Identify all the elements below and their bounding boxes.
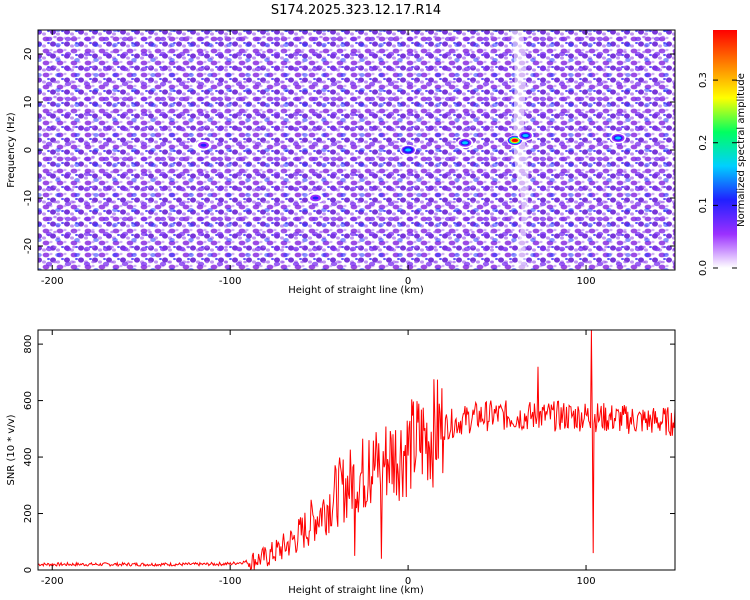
snr-series-line: [38, 330, 675, 570]
heatmap-x-tick-label: -100: [219, 276, 242, 287]
heatmap-x-tick-label: 100: [576, 276, 595, 287]
snr-x-tick-label: -200: [41, 576, 64, 587]
colorbar-label: Normalized spectral amplitude: [736, 73, 747, 227]
snr-y-tick-label: 400: [23, 448, 34, 467]
snr-plot-area: [38, 330, 675, 570]
snr-panel: -200 -100 0 100 0 200 400 600 800 Height of str…: [6, 329, 676, 596]
heatmap-y-tick-label: -10: [23, 190, 34, 206]
heatmap-hotspot: [610, 132, 627, 144]
snr-x-axis-label: Height of straight line (km): [288, 585, 424, 596]
snr-y-ticks: 0 200 400 600 800: [23, 335, 675, 573]
colorbar-ticks: 0.0 0.1 0.2 0.3: [698, 72, 737, 276]
heatmap-x-tick-label: -200: [41, 276, 64, 287]
snr-x-tick-label: 0: [405, 576, 411, 587]
snr-x-tick-label: 100: [576, 576, 595, 587]
heatmap-hotspot: [517, 130, 534, 141]
heatmap-x-tick-label: 0: [405, 276, 411, 287]
snr-y-tick-label: 0: [23, 567, 34, 573]
colorbar-tick-label: 0.0: [698, 260, 709, 276]
heatmap-hotspots: [195, 130, 627, 204]
heatmap-y-ticks: -20 -10 0 10 20: [23, 48, 675, 254]
heatmap-hotspot: [400, 144, 417, 156]
heatmap-hotspot: [195, 139, 212, 151]
snr-y-tick-label: 600: [23, 391, 34, 410]
colorbar: 0.0 0.1 0.2 0.3 Normalized spectral amplitu…: [698, 30, 747, 276]
heatmap-x-ticks: -200 -100 0 100: [41, 30, 596, 287]
colorbar-tick-label: 0.3: [698, 72, 709, 88]
heatmap-y-tick-label: -20: [23, 238, 34, 254]
snr-frame: [37, 329, 676, 571]
snr-y-tick-label: 800: [23, 335, 34, 354]
heatmap-hotspot: [307, 192, 324, 204]
figure-title: S174.2025.323.12.17.R14: [271, 3, 441, 18]
heatmap-y-axis-label: Frequency (Hz): [6, 112, 17, 188]
colorbar-bar: [713, 30, 737, 268]
heatmap-clear-streak: [510, 30, 529, 270]
heatmap-y-tick-label: 0: [23, 147, 34, 153]
snr-x-tick-label: -100: [219, 576, 242, 587]
heatmap-field-overlay: [38, 30, 675, 270]
heatmap-y-tick-label: 20: [23, 48, 34, 61]
heatmap-y-tick-label: 10: [23, 96, 34, 109]
heatmap-x-axis-label: Height of straight line (km): [288, 285, 424, 296]
snr-y-tick-label: 200: [23, 504, 34, 523]
snr-x-ticks: -200 -100 0 100: [41, 330, 596, 587]
colorbar-tick-label: 0.1: [698, 197, 709, 213]
heatmap-hotspot: [457, 137, 474, 149]
snr-y-axis-label: SNR (10 * v/v): [6, 414, 17, 485]
colorbar-tick-label: 0.2: [698, 135, 709, 151]
